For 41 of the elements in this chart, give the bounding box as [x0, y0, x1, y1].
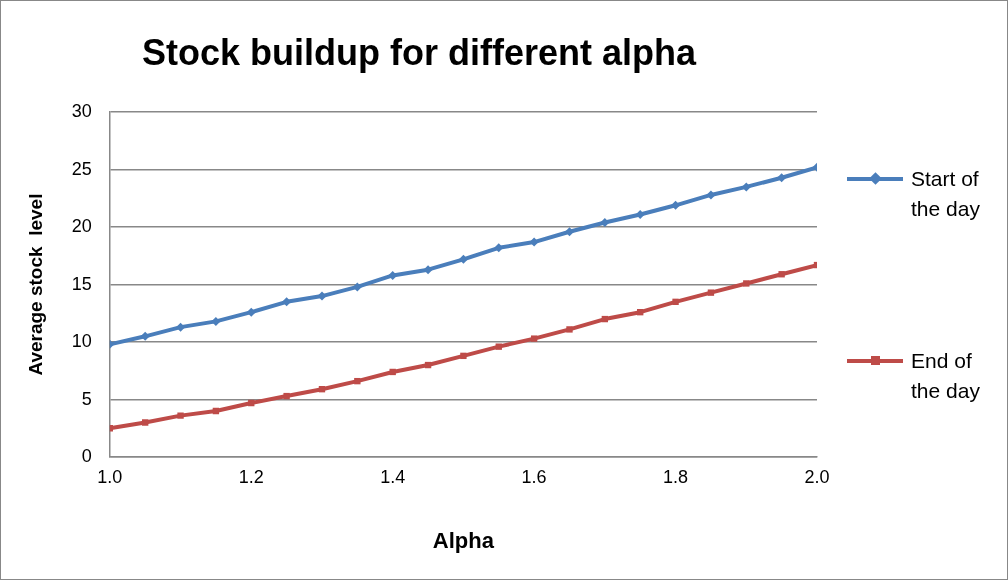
legend-label: Start of the day — [911, 166, 981, 222]
point — [354, 377, 361, 385]
x-tick-label: 2.0 — [804, 466, 830, 487]
point — [460, 352, 467, 360]
point — [176, 322, 186, 332]
x-tick-label: 1.0 — [97, 466, 123, 487]
point — [495, 343, 502, 350]
point — [246, 307, 256, 317]
point — [566, 326, 573, 333]
y-axis-title: Average stock level — [24, 193, 46, 376]
x-axis-title: Alpha — [432, 527, 495, 553]
point — [600, 218, 610, 228]
chart-title: Stock buildup for different alpha — [141, 31, 697, 73]
point — [778, 271, 785, 278]
x-tick-label: 1.8 — [663, 466, 689, 487]
y-tick-label: 0 — [81, 445, 92, 466]
point — [706, 190, 716, 200]
point — [458, 254, 468, 264]
point — [177, 412, 184, 419]
point — [777, 173, 787, 183]
point — [671, 200, 681, 210]
y-tick-label: 25 — [71, 158, 92, 179]
x-tick-label: 1.4 — [380, 466, 406, 487]
y-tick-label: 30 — [71, 101, 92, 122]
point — [635, 209, 645, 219]
point — [707, 289, 715, 296]
y-tick-label: 5 — [81, 388, 92, 409]
point — [423, 265, 433, 275]
point — [743, 280, 750, 287]
y-tick-label: 10 — [71, 331, 92, 352]
y-tick-label: 20 — [71, 216, 92, 237]
point — [529, 237, 539, 247]
point — [530, 335, 538, 342]
x-tick-label: 1.6 — [521, 466, 547, 487]
y-tick-label: 15 — [71, 273, 92, 294]
point — [142, 419, 149, 426]
legend-label: End of the day — [911, 348, 981, 404]
point — [283, 392, 290, 400]
point — [317, 291, 327, 301]
point — [672, 298, 679, 306]
x-tick-label: 1.2 — [238, 466, 264, 487]
